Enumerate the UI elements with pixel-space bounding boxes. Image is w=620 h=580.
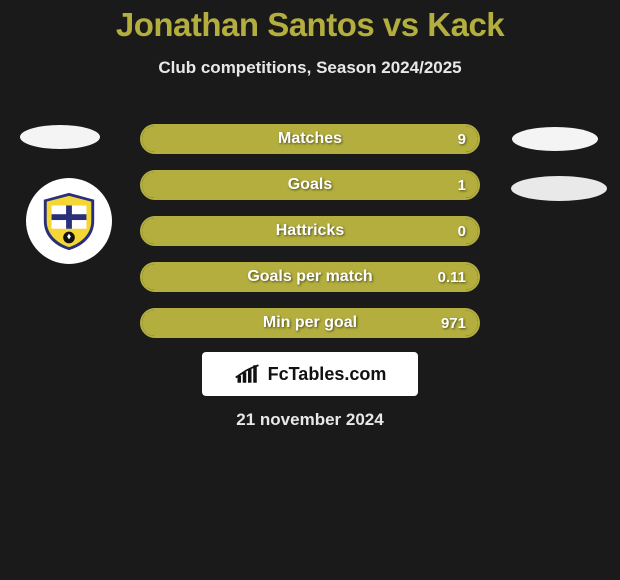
stat-bar-value: 9 [458,126,466,152]
stat-bar: Hattricks0 [140,216,480,246]
stat-bar-value: 0 [458,218,466,244]
player-right-avatar-placeholder-1 [512,127,598,151]
stat-bar-value: 1 [458,172,466,198]
stat-bar: Goals1 [140,170,480,200]
date-label: 21 november 2024 [0,410,620,430]
stat-bar-value: 971 [441,310,466,336]
page-title: Jonathan Santos vs Kack [0,0,620,44]
player-left-avatar-placeholder [20,125,100,149]
stats-bars: Matches9Goals1Hattricks0Goals per match0… [140,124,480,354]
stat-bar: Goals per match0.11 [140,262,480,292]
stat-bar-label: Min per goal [142,310,478,336]
stat-bar-label: Goals per match [142,264,478,290]
club-badge [26,178,112,264]
stat-bar-label: Goals [142,172,478,198]
subtitle: Club competitions, Season 2024/2025 [0,58,620,78]
club-shield-icon [38,190,100,252]
stat-bar-value: 0.11 [438,264,466,290]
stat-bar: Matches9 [140,124,480,154]
bar-chart-icon [234,363,262,385]
stat-bar-label: Hattricks [142,218,478,244]
stat-bar: Min per goal971 [140,308,480,338]
stat-bar-label: Matches [142,126,478,152]
brand-text: FcTables.com [268,364,387,385]
player-right-avatar-placeholder-2 [511,176,607,201]
brand-badge: FcTables.com [202,352,418,396]
